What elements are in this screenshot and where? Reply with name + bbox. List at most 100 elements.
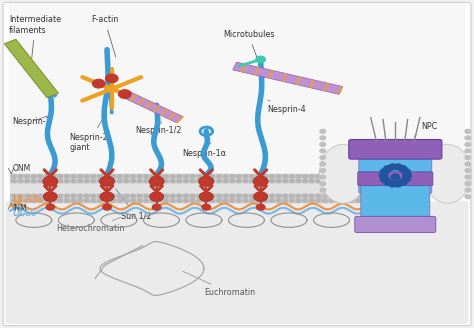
- Circle shape: [237, 175, 241, 178]
- Circle shape: [263, 175, 268, 178]
- Circle shape: [104, 179, 109, 183]
- Circle shape: [43, 192, 57, 202]
- Ellipse shape: [424, 144, 471, 203]
- Circle shape: [84, 195, 89, 198]
- Circle shape: [197, 195, 201, 198]
- Circle shape: [320, 155, 326, 159]
- Circle shape: [342, 175, 347, 178]
- Circle shape: [465, 175, 471, 179]
- Circle shape: [64, 195, 69, 198]
- Circle shape: [336, 179, 340, 183]
- Circle shape: [78, 175, 82, 178]
- Circle shape: [45, 175, 49, 178]
- Circle shape: [91, 199, 96, 202]
- Circle shape: [342, 199, 347, 202]
- Polygon shape: [4, 39, 58, 98]
- Circle shape: [170, 199, 175, 202]
- Ellipse shape: [319, 144, 367, 203]
- Circle shape: [25, 179, 29, 183]
- Circle shape: [303, 179, 308, 183]
- Circle shape: [465, 162, 471, 166]
- Circle shape: [71, 179, 76, 183]
- Circle shape: [256, 179, 261, 183]
- Circle shape: [342, 179, 347, 183]
- Circle shape: [177, 179, 182, 183]
- Circle shape: [210, 195, 215, 198]
- Circle shape: [197, 175, 201, 178]
- Circle shape: [31, 179, 36, 183]
- Circle shape: [276, 175, 281, 178]
- Circle shape: [250, 195, 255, 198]
- Circle shape: [329, 195, 334, 198]
- Circle shape: [336, 199, 340, 202]
- Circle shape: [250, 179, 255, 183]
- Circle shape: [380, 169, 389, 174]
- Circle shape: [197, 199, 201, 202]
- Circle shape: [394, 181, 402, 187]
- Circle shape: [465, 188, 471, 192]
- Circle shape: [320, 129, 326, 133]
- Circle shape: [250, 175, 255, 178]
- Circle shape: [465, 195, 471, 199]
- Circle shape: [223, 175, 228, 178]
- Circle shape: [124, 179, 129, 183]
- Circle shape: [164, 195, 168, 198]
- Circle shape: [151, 179, 155, 183]
- FancyBboxPatch shape: [359, 156, 432, 194]
- Circle shape: [303, 175, 308, 178]
- Circle shape: [388, 181, 397, 187]
- Circle shape: [38, 179, 43, 183]
- Circle shape: [210, 199, 215, 202]
- Circle shape: [45, 199, 49, 202]
- FancyBboxPatch shape: [349, 139, 442, 159]
- Circle shape: [103, 204, 111, 210]
- FancyBboxPatch shape: [3, 2, 471, 326]
- Circle shape: [349, 179, 354, 183]
- Circle shape: [157, 195, 162, 198]
- Circle shape: [380, 176, 389, 182]
- Circle shape: [336, 195, 340, 198]
- Circle shape: [465, 149, 471, 153]
- FancyBboxPatch shape: [9, 3, 465, 174]
- Text: Heterochromatin: Heterochromatin: [56, 217, 125, 234]
- Circle shape: [202, 204, 210, 210]
- Circle shape: [111, 195, 116, 198]
- Circle shape: [51, 199, 56, 202]
- Circle shape: [465, 169, 471, 173]
- Circle shape: [118, 195, 122, 198]
- Circle shape: [230, 199, 235, 202]
- Circle shape: [183, 195, 188, 198]
- Circle shape: [31, 175, 36, 178]
- Circle shape: [199, 176, 214, 187]
- Text: Nesprin-2
giant: Nesprin-2 giant: [69, 114, 108, 153]
- Circle shape: [111, 179, 116, 183]
- Circle shape: [276, 199, 281, 202]
- Circle shape: [91, 195, 96, 198]
- Circle shape: [51, 179, 56, 183]
- Circle shape: [230, 195, 235, 198]
- Circle shape: [465, 129, 471, 133]
- Circle shape: [320, 188, 326, 192]
- Circle shape: [25, 175, 29, 178]
- Circle shape: [379, 173, 388, 178]
- Circle shape: [91, 175, 96, 178]
- Circle shape: [316, 199, 320, 202]
- Circle shape: [256, 199, 261, 202]
- Circle shape: [329, 175, 334, 178]
- Circle shape: [149, 176, 164, 187]
- Circle shape: [157, 199, 162, 202]
- Circle shape: [144, 195, 149, 198]
- Circle shape: [58, 199, 63, 202]
- Circle shape: [399, 166, 407, 172]
- Circle shape: [25, 199, 29, 202]
- Circle shape: [190, 195, 195, 198]
- Circle shape: [51, 175, 56, 178]
- Circle shape: [362, 195, 367, 198]
- Circle shape: [383, 166, 392, 172]
- Circle shape: [290, 175, 294, 178]
- Circle shape: [320, 175, 326, 179]
- Circle shape: [111, 175, 116, 178]
- Circle shape: [203, 199, 208, 202]
- Circle shape: [199, 192, 213, 202]
- Circle shape: [43, 176, 58, 187]
